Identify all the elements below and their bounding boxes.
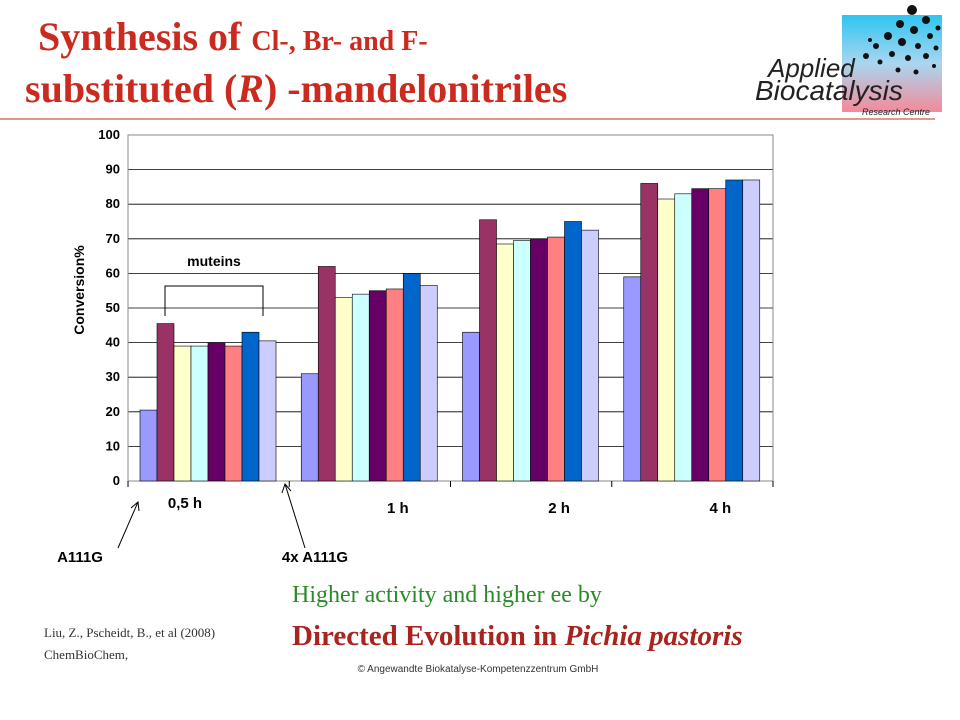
logo-text: Biocatalysis [755,75,903,106]
annotation: muteins [187,253,241,269]
annotation: A111G [57,549,103,566]
bar [385,288,404,482]
bar [547,236,565,482]
bar [419,285,438,482]
footer: © Angewandte Biokatalyse-Kompetenzzentru… [358,664,599,675]
bar [496,243,514,482]
y-tick-label: 60 [106,265,120,280]
bar [725,179,744,482]
bar [368,290,387,482]
bar [581,229,599,482]
y-tick-label: 90 [106,162,120,177]
title-part: ) -mandelonitriles [264,66,567,111]
bar [402,273,421,482]
bar [190,345,209,482]
arrow [117,501,140,549]
y-tick-label: 0 [113,473,120,488]
arrow [281,483,306,549]
x-tick-label: 1 h [387,500,409,517]
bar [513,240,531,482]
bar [156,323,175,482]
subtitle: Directed Evolution in Pichia pastoris [292,620,743,652]
bar [173,345,192,482]
bar [351,293,370,482]
x-tick-label: 4 h [710,500,732,517]
title-part: Synthesis of [38,14,251,59]
y-tick-label: 100 [98,127,120,142]
bar [708,188,727,482]
bar [207,342,226,482]
y-tick-label: 10 [106,438,120,453]
bar [623,276,642,482]
subtitle-part: Pichia pastoris [564,620,743,652]
bracket [164,285,264,316]
citation: Liu, Z., Pscheidt, B., et al (2008) [44,625,215,640]
bar [258,340,277,482]
bar [640,183,659,482]
y-tick-label: 50 [106,300,120,315]
x-tick-label: 2 h [548,500,570,517]
bar [479,219,497,482]
subtitle-part: Directed Evolution in [292,620,565,652]
y-tick-label: 80 [106,196,120,211]
x-tick-label: 0,5 h [168,495,202,512]
y-tick-label: 70 [106,231,120,246]
bar [530,238,548,482]
bar [462,331,480,482]
logo-bg [842,15,942,112]
citation: ChemBioChem, [44,647,128,662]
y-tick-label: 40 [106,335,120,350]
annotation: 4x A111G [282,549,348,566]
y-tick-label: 30 [106,369,120,384]
bar [691,188,710,482]
logo-dots [863,5,941,75]
title: Synthesis of Cl-, Br- and F- [38,14,428,59]
bar [241,331,260,482]
bar [657,198,676,482]
chart: 0 10 20 30 40 50 60 70 80 90 100 Conversion% 0,5 h 1 … [57,127,774,566]
bar [224,345,243,482]
title-part: R [236,66,264,111]
bar [334,297,353,482]
y-axis-label: Conversion% [71,245,87,335]
bar [300,373,319,482]
bar [742,179,761,482]
title: substituted (R) -mandelonitriles [25,66,567,111]
title-part: substituted ( [25,66,237,111]
logo-text: Research Centre [862,107,930,117]
bar [564,221,582,482]
logo-text: Applied [766,53,856,83]
title-part: Cl-, Br- and F- [251,26,427,57]
bar [317,266,336,482]
subtitle: Higher activity and higher ee by [292,582,602,608]
logo: Applied Biocatalysis Research Centre [755,5,942,117]
bar [139,409,158,482]
bar [674,193,693,482]
y-tick-label: 20 [106,404,120,419]
